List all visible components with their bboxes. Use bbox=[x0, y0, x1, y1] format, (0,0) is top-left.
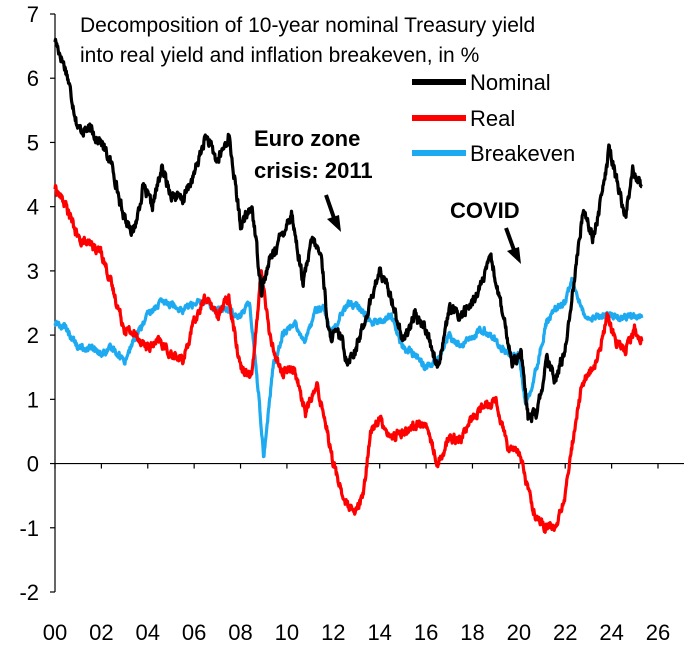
y-tick-label: 7 bbox=[27, 2, 39, 27]
series-line-real bbox=[53, 183, 644, 534]
y-tick-label: 0 bbox=[27, 452, 39, 477]
annotation-arrow-covid bbox=[504, 227, 516, 251]
series-lines bbox=[53, 37, 644, 534]
x-tick-label: 00 bbox=[43, 620, 67, 645]
annotation-arrowhead-euro-zone bbox=[327, 215, 341, 232]
x-tick-label: 14 bbox=[367, 620, 391, 645]
x-tick-label: 04 bbox=[136, 620, 160, 645]
y-tick-label: 3 bbox=[27, 259, 39, 284]
y-tick-label: 4 bbox=[27, 195, 39, 220]
legend-label-real: Real bbox=[470, 106, 515, 131]
y-tick-label: -1 bbox=[19, 516, 39, 541]
series-line-breakeven bbox=[53, 276, 644, 459]
annotation-euro-zone-line-2: crisis: 2011 bbox=[254, 158, 373, 183]
x-tick-label: 10 bbox=[275, 620, 299, 645]
annotation-euro-zone-line-1: Euro zone bbox=[254, 126, 360, 151]
chart-title-line-1: Decomposition of 10-year nominal Treasur… bbox=[80, 14, 535, 37]
y-tick-label: 2 bbox=[27, 323, 39, 348]
x-tick-label: 02 bbox=[89, 620, 113, 645]
x-tick-label: 24 bbox=[599, 620, 623, 645]
annotation-arrowhead-covid bbox=[507, 247, 521, 264]
chart-title-line-2: into real yield and inflation breakeven,… bbox=[80, 44, 479, 67]
annotation-covid: COVID bbox=[450, 198, 520, 223]
x-tick-label: 08 bbox=[228, 620, 252, 645]
x-tick-label: 20 bbox=[507, 620, 531, 645]
x-tick-label: 26 bbox=[646, 620, 670, 645]
annotations: Euro zone crisis: 2011 COVID bbox=[254, 126, 521, 264]
x-tick-label: 18 bbox=[460, 620, 484, 645]
x-tick-label: 12 bbox=[321, 620, 345, 645]
x-tick-label: 06 bbox=[182, 620, 206, 645]
y-tick-label: 1 bbox=[27, 387, 39, 412]
legend-label-breakeven: Breakeven bbox=[470, 141, 575, 166]
x-tick-label: 22 bbox=[553, 620, 577, 645]
annotation-arrow-euro-zone bbox=[324, 194, 336, 219]
y-tick-label: 6 bbox=[27, 66, 39, 91]
y-tick-label: 5 bbox=[27, 130, 39, 155]
x-tick-label: 16 bbox=[414, 620, 438, 645]
legend-label-nominal: Nominal bbox=[470, 70, 551, 95]
y-tick-label: -2 bbox=[19, 580, 39, 605]
legend: Nominal Real Breakeven bbox=[412, 70, 575, 166]
axes bbox=[50, 13, 684, 593]
series-line-nominal bbox=[53, 37, 643, 424]
